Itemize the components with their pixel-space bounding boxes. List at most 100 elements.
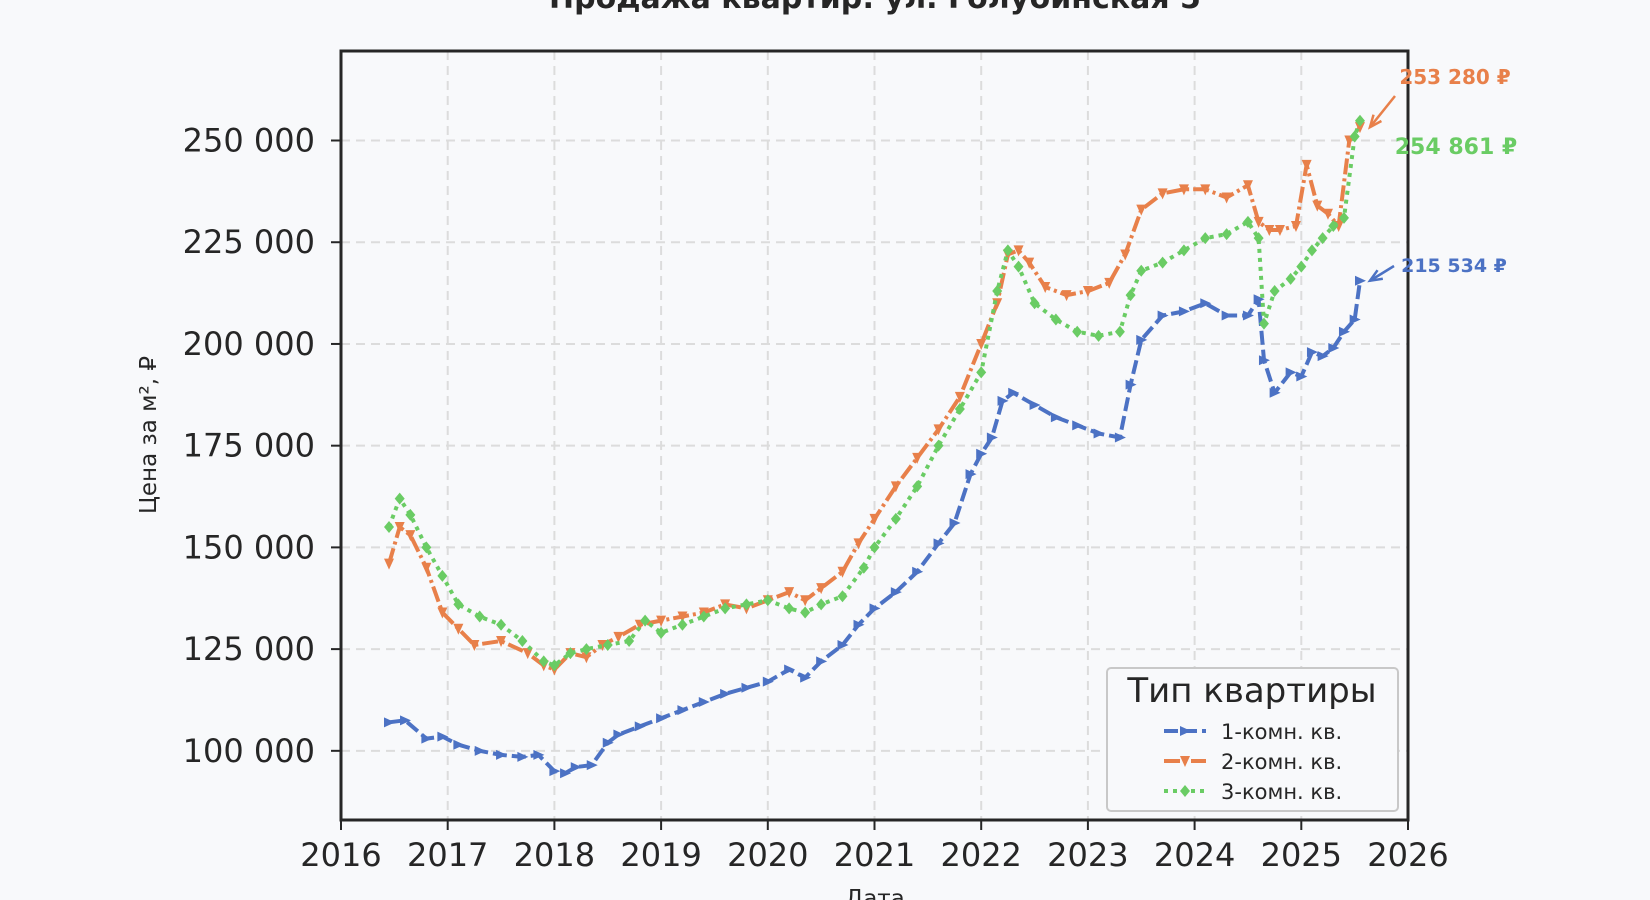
data-point — [496, 749, 508, 760]
y-axis-label: Цена за м², ₽ — [136, 356, 162, 514]
data-point — [405, 530, 416, 542]
data-point — [933, 538, 945, 549]
legend-marker — [1180, 726, 1191, 736]
data-point — [437, 607, 448, 619]
data-point — [1338, 211, 1349, 224]
y-tick-label: 225 000 — [183, 223, 315, 261]
data-point — [1093, 329, 1104, 342]
data-point — [1221, 192, 1232, 204]
data-point — [1242, 180, 1253, 192]
data-point — [949, 517, 961, 528]
data-point — [869, 603, 881, 614]
data-point — [1290, 220, 1301, 232]
data-point — [890, 481, 901, 493]
data-point — [837, 566, 848, 578]
data-point — [1349, 314, 1361, 325]
data-point — [912, 452, 923, 464]
data-point — [912, 480, 923, 493]
legend: Тип квартиры 1-комн. кв. 2-комн. кв. 3-ком… — [1106, 667, 1399, 812]
x-tick-label: 2023 — [1047, 836, 1128, 874]
data-point — [741, 598, 752, 611]
data-point — [1013, 260, 1024, 273]
data-point — [800, 606, 811, 619]
data-point — [1242, 310, 1254, 321]
legend-entry-3: 3-комн. кв. — [1164, 780, 1342, 804]
data-point — [602, 737, 614, 748]
data-point — [1269, 285, 1280, 298]
data-point — [613, 729, 625, 740]
data-point — [517, 634, 528, 647]
data-point — [1178, 244, 1189, 257]
data-point — [634, 721, 646, 732]
data-point — [762, 676, 774, 687]
data-point — [1338, 326, 1350, 337]
data-point — [1301, 159, 1312, 171]
annotation-label: 254 861 ₽ — [1395, 135, 1517, 160]
data-point — [1274, 225, 1285, 237]
data-point — [965, 469, 977, 480]
data-point — [453, 598, 464, 611]
data-point — [784, 664, 796, 675]
data-point — [1322, 208, 1333, 220]
data-point — [1306, 244, 1317, 257]
data-point — [394, 492, 405, 505]
annotation-arrow — [1369, 95, 1396, 128]
data-point — [1029, 399, 1041, 410]
data-point — [496, 618, 507, 631]
data-point — [538, 655, 549, 668]
data-point — [581, 652, 592, 664]
data-point — [1317, 232, 1328, 245]
data-point — [1269, 387, 1281, 398]
data-point — [986, 432, 998, 443]
y-tick-label: 100 000 — [183, 732, 315, 770]
data-point — [1328, 343, 1340, 354]
series-layer — [384, 114, 1366, 779]
data-point — [1285, 272, 1296, 285]
x-tick-label: 2022 — [940, 836, 1021, 874]
data-point — [1157, 188, 1168, 200]
data-point — [1013, 245, 1024, 257]
data-point — [1253, 294, 1265, 305]
data-point — [1040, 281, 1051, 293]
data-point — [1125, 289, 1136, 302]
data-point — [517, 751, 529, 762]
data-point — [1002, 244, 1013, 257]
legend-entries: 1-комн. кв. 2-комн. кв. 3-комн. кв. — [1164, 720, 1342, 804]
data-point — [437, 731, 449, 742]
x-tick-label: 2025 — [1261, 836, 1342, 874]
y-axis: 100 000 125 000 150 000 175 000 200 000 225 0… — [183, 122, 341, 770]
annotation-arrow — [1369, 264, 1395, 282]
annotation-label: 215 534 ₽ — [1401, 255, 1507, 277]
data-point — [421, 541, 432, 554]
data-point — [405, 508, 416, 521]
data-point — [698, 697, 710, 708]
x-axis: 2016 2017 2018 2019 2020 2021 2022 2023 2024 2025… — [300, 820, 1449, 874]
data-point — [384, 558, 395, 570]
data-point — [1093, 428, 1105, 439]
data-point — [762, 594, 773, 607]
data-point — [1285, 367, 1297, 378]
data-point — [1253, 232, 1264, 245]
end-value-annotations: 253 280 ₽ 254 861 ₽ 215 534 ₽ — [1367, 65, 1517, 283]
data-point — [1072, 325, 1083, 338]
data-point — [586, 760, 598, 771]
data-point — [437, 569, 448, 582]
data-point — [816, 656, 828, 667]
data-point — [1104, 277, 1115, 289]
data-point — [384, 717, 396, 728]
annotation-arrowhead — [1367, 114, 1383, 130]
x-tick-label: 2024 — [1154, 836, 1235, 874]
data-point — [474, 745, 486, 756]
data-point — [522, 648, 533, 660]
data-point — [549, 766, 561, 777]
annotation-arrowhead — [1367, 269, 1384, 283]
annotation-2: 254 861 ₽ — [1395, 135, 1517, 160]
y-tick-label: 250 000 — [183, 122, 315, 160]
annotation-3: 215 534 ₽ — [1367, 255, 1507, 283]
data-point — [496, 635, 507, 647]
data-point — [1258, 317, 1269, 330]
data-point — [677, 705, 689, 716]
data-point — [613, 631, 624, 643]
y-tick-label: 175 000 — [183, 427, 315, 465]
